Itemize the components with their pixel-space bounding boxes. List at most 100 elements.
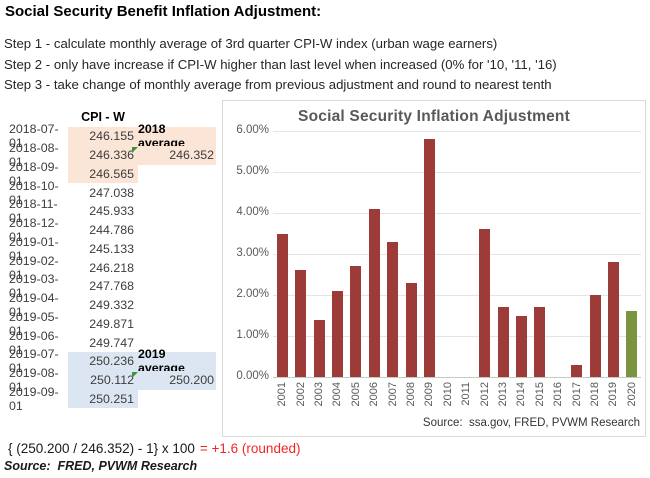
x-axis-tick-label: 2001 xyxy=(276,382,289,407)
step-2: Step 2 - only have increase if CPI-W hig… xyxy=(4,56,557,72)
x-axis-tick-label: 2010 xyxy=(441,382,454,407)
x-axis-tick-label: 2020 xyxy=(625,382,638,407)
y-axis-tick-label: 6.00% xyxy=(236,124,269,136)
x-axis-tick-label: 2006 xyxy=(368,382,381,407)
y-axis-tick-label: 1.00% xyxy=(236,329,269,341)
cpi-value: 246.155 xyxy=(68,127,138,146)
chart-source-note: Source: ssa.gov, FRED, PVWM Research xyxy=(422,417,640,429)
cpi-value: 250.236 xyxy=(68,352,138,371)
step-3: Step 3 - take change of monthly average … xyxy=(4,77,552,92)
x-axis-tick-label: 2008 xyxy=(405,382,417,407)
average-value: 250.200 xyxy=(138,370,216,390)
x-axis-tick-label: 2016 xyxy=(552,382,565,407)
chart-bar-2008 xyxy=(405,282,417,377)
table-row: 2019-09-01 250.251 xyxy=(0,384,220,413)
page-title: Social Security Benefit Inflation Adjust… xyxy=(5,3,322,20)
chart-bar-2004 xyxy=(331,290,343,377)
x-axis-tick-label: 2012 xyxy=(478,382,491,407)
chart-bar-2003 xyxy=(313,319,325,377)
cpi-value: 245.133 xyxy=(89,241,134,256)
chart-bar-2001 xyxy=(276,233,288,377)
y-axis-tick-label: 5.00% xyxy=(236,165,269,177)
formula-result: = +1.6 (rounded) xyxy=(199,441,301,456)
x-axis-tick-label: 2013 xyxy=(497,382,509,407)
y-axis-tick-label: 3.00% xyxy=(236,247,269,259)
formula-line: { (250.200 / 246.352) - 1} x 100 = +1.6 (… xyxy=(8,441,300,456)
chart-bar-2005 xyxy=(350,266,362,377)
cpi-table-header: CPI - W xyxy=(81,110,125,124)
table-row: 2018-08-01 246.336 246.352 xyxy=(0,141,220,169)
x-axis-tick-label: 2017 xyxy=(570,382,583,407)
cpi-value: 249.747 xyxy=(89,335,134,350)
x-axis-tick-label: 2009 xyxy=(423,382,436,407)
gridline xyxy=(273,254,641,255)
chart-bar-2007 xyxy=(387,241,399,377)
average-value: 246.352 xyxy=(138,145,216,165)
chart-plot-area: 0.00% 1.00% 2.00% 3.00% 4.00% 5.00% 6.00% 2001 2… xyxy=(236,124,641,406)
cpi-value: 245.933 xyxy=(89,204,134,219)
chart-bar-2019 xyxy=(607,262,619,377)
table-row: 2018-09-01 246.565 xyxy=(0,160,220,188)
average-label: 2018 average xyxy=(138,122,216,150)
gridline xyxy=(273,295,641,296)
gridline xyxy=(273,336,641,337)
x-axis-tick-label: 2002 xyxy=(294,382,307,407)
x-axis-tick-label: 2014 xyxy=(515,382,528,407)
cpi-table: 2018-07-01 246.155 2018 average 2018-08-01 2… xyxy=(0,122,220,413)
cpi-value: 247.768 xyxy=(89,279,134,294)
inflation-chart: Social Security Inflation Adjustment 0.0… xyxy=(222,100,646,437)
table-row: 2019-08-01 250.112 250.200 xyxy=(0,366,220,394)
chart-bar-2006 xyxy=(368,208,380,377)
formula-expression: { (250.200 / 246.352) - 1} x 100 xyxy=(8,441,195,456)
cpi-date: 2019-09-01 xyxy=(9,384,59,413)
x-axis-tick-label: 2003 xyxy=(313,382,325,407)
average-label: 2019 average xyxy=(138,347,216,375)
chart-bar-2002 xyxy=(295,270,307,377)
chart-bar-2009 xyxy=(423,139,435,377)
gridline xyxy=(273,131,641,132)
chart-bar-2018 xyxy=(589,295,601,377)
cpi-value: 250.112 xyxy=(68,370,138,390)
gridline xyxy=(273,213,641,214)
chart-bar-2012 xyxy=(479,229,491,377)
y-axis-tick-label: 2.00% xyxy=(236,288,269,300)
x-axis-tick-label: 2007 xyxy=(386,382,399,407)
chart-bar-2014 xyxy=(515,315,527,377)
x-axis-tick-label: 2004 xyxy=(331,382,344,407)
gridline xyxy=(273,172,641,173)
chart-bar-2015 xyxy=(534,307,546,377)
chart-title: Social Security Inflation Adjustment xyxy=(298,108,570,125)
comment-marker-icon xyxy=(132,371,138,378)
x-axis-tick-label: 2005 xyxy=(349,382,362,407)
y-axis-tick-label: 4.00% xyxy=(236,206,269,218)
cpi-value: 249.871 xyxy=(89,316,134,331)
steps-list: Step 1 - calculate monthly average of 3r… xyxy=(4,34,557,96)
table-row: 2019-02-01 246.218 xyxy=(0,254,220,282)
source-note: Source: FRED, PVWM Research xyxy=(4,459,198,473)
table-row: 2018-10-01 247.038 xyxy=(0,179,220,207)
x-axis-tick-label: 2011 xyxy=(460,382,473,406)
cpi-value: 246.218 xyxy=(89,260,134,275)
cpi-value: 246.336 xyxy=(68,145,138,165)
chart-bar-2013 xyxy=(497,307,509,377)
cpi-value: 249.332 xyxy=(89,298,134,313)
y-axis-tick-label: 0.00% xyxy=(236,370,269,382)
x-axis-tick-label: 2019 xyxy=(607,382,620,407)
cpi-value: 246.565 xyxy=(68,164,138,184)
x-axis-tick-label: 2018 xyxy=(589,382,601,407)
x-axis-tick-label: 2015 xyxy=(533,382,546,407)
table-row: 2019-06-01 249.747 xyxy=(0,329,220,357)
gridline xyxy=(273,377,641,378)
comment-marker-icon xyxy=(132,146,138,153)
table-row: 2019-04-01 249.332 xyxy=(0,291,220,319)
cpi-value: 247.038 xyxy=(89,185,134,200)
cpi-value: 250.251 xyxy=(68,389,138,409)
table-row: 2019-07-01 250.236 2019 average xyxy=(0,347,220,375)
cpi-value: 244.786 xyxy=(89,223,134,238)
step-1: Step 1 - calculate monthly average of 3r… xyxy=(4,36,498,51)
table-row: 2019-05-01 249.871 xyxy=(0,310,220,338)
chart-bar-2020 xyxy=(626,311,638,377)
chart-bar-2017 xyxy=(571,364,583,377)
table-row: 2019-03-01 247.768 xyxy=(0,272,220,300)
